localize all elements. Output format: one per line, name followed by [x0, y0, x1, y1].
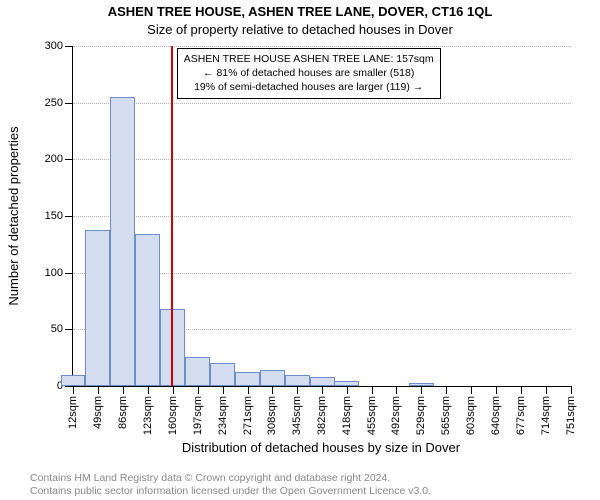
y-tick	[65, 159, 73, 160]
x-tick	[571, 386, 572, 394]
chart-subtitle: Size of property relative to detached ho…	[0, 22, 600, 37]
gridline	[73, 46, 571, 47]
bar	[310, 377, 335, 386]
x-tick	[123, 386, 124, 394]
x-tick-label: 603sqm	[465, 396, 477, 435]
x-tick-label: 197sqm	[192, 396, 204, 435]
x-tick-label: 49sqm	[92, 396, 104, 429]
annotation-line: ASHEN TREE HOUSE ASHEN TREE LANE: 157sqm	[184, 52, 434, 66]
x-tick	[73, 386, 74, 394]
y-tick	[65, 273, 73, 274]
bar	[185, 357, 210, 386]
x-axis-label: Distribution of detached houses by size …	[72, 440, 570, 455]
annotation-line: 19% of semi-detached houses are larger (…	[184, 80, 434, 94]
x-tick-label: 565sqm	[440, 396, 452, 435]
bar	[135, 234, 160, 386]
x-tick	[396, 386, 397, 394]
x-tick-label: 123sqm	[142, 396, 154, 435]
bar	[85, 230, 110, 386]
x-tick-label: 345sqm	[291, 396, 303, 435]
y-tick-label: 50	[51, 323, 63, 335]
x-tick	[297, 386, 298, 394]
x-tick-label: 86sqm	[117, 396, 129, 429]
x-tick	[471, 386, 472, 394]
x-tick	[223, 386, 224, 394]
y-axis-label: Number of detached properties	[6, 46, 21, 386]
x-tick-label: 640sqm	[490, 396, 502, 435]
x-tick-label: 418sqm	[341, 396, 353, 435]
footer-line-1: Contains HM Land Registry data © Crown c…	[30, 472, 590, 486]
y-tick	[65, 216, 73, 217]
annotation-line: ← 81% of detached houses are smaller (51…	[184, 66, 434, 80]
y-tick	[65, 386, 73, 387]
x-tick-label: 714sqm	[540, 396, 552, 435]
bar	[285, 375, 310, 386]
bar	[210, 363, 235, 386]
x-tick	[173, 386, 174, 394]
x-tick	[322, 386, 323, 394]
x-tick-label: 455sqm	[366, 396, 378, 435]
gridline	[73, 103, 571, 104]
y-tick	[65, 329, 73, 330]
x-tick-label: 234sqm	[217, 396, 229, 435]
bar	[110, 97, 135, 386]
x-tick	[521, 386, 522, 394]
y-tick-label: 300	[45, 40, 63, 52]
x-tick-label: 382sqm	[316, 396, 328, 435]
x-tick-label: 677sqm	[515, 396, 527, 435]
footer-line-2: Contains public sector information licen…	[30, 485, 590, 499]
y-tick-label: 100	[45, 267, 63, 279]
bar	[61, 375, 86, 386]
y-tick	[65, 103, 73, 104]
x-tick	[272, 386, 273, 394]
x-tick	[198, 386, 199, 394]
x-tick	[148, 386, 149, 394]
x-tick	[421, 386, 422, 394]
x-tick-label: 529sqm	[415, 396, 427, 435]
x-tick-label: 271sqm	[242, 396, 254, 435]
x-tick	[248, 386, 249, 394]
x-tick-label: 308sqm	[266, 396, 278, 435]
y-tick	[65, 46, 73, 47]
bar	[235, 372, 260, 386]
marker-line	[171, 46, 173, 386]
gridline	[73, 159, 571, 160]
x-tick	[546, 386, 547, 394]
bar	[160, 309, 185, 386]
x-tick-label: 492sqm	[390, 396, 402, 435]
annotation-box: ASHEN TREE HOUSE ASHEN TREE LANE: 157sqm…	[177, 48, 441, 99]
gridline	[73, 216, 571, 217]
x-tick	[347, 386, 348, 394]
bar	[260, 370, 285, 386]
x-tick	[372, 386, 373, 394]
chart-title: ASHEN TREE HOUSE, ASHEN TREE LANE, DOVER…	[0, 4, 600, 19]
x-tick	[446, 386, 447, 394]
x-tick	[98, 386, 99, 394]
y-tick-label: 150	[45, 210, 63, 222]
x-tick-label: 160sqm	[167, 396, 179, 435]
y-tick-label: 200	[45, 153, 63, 165]
y-tick-label: 250	[45, 97, 63, 109]
x-tick	[496, 386, 497, 394]
x-tick-label: 751sqm	[565, 396, 577, 435]
x-tick-label: 12sqm	[67, 396, 79, 429]
chart-plot-area: 05010015020025030012sqm49sqm86sqm123sqm1…	[72, 46, 571, 387]
